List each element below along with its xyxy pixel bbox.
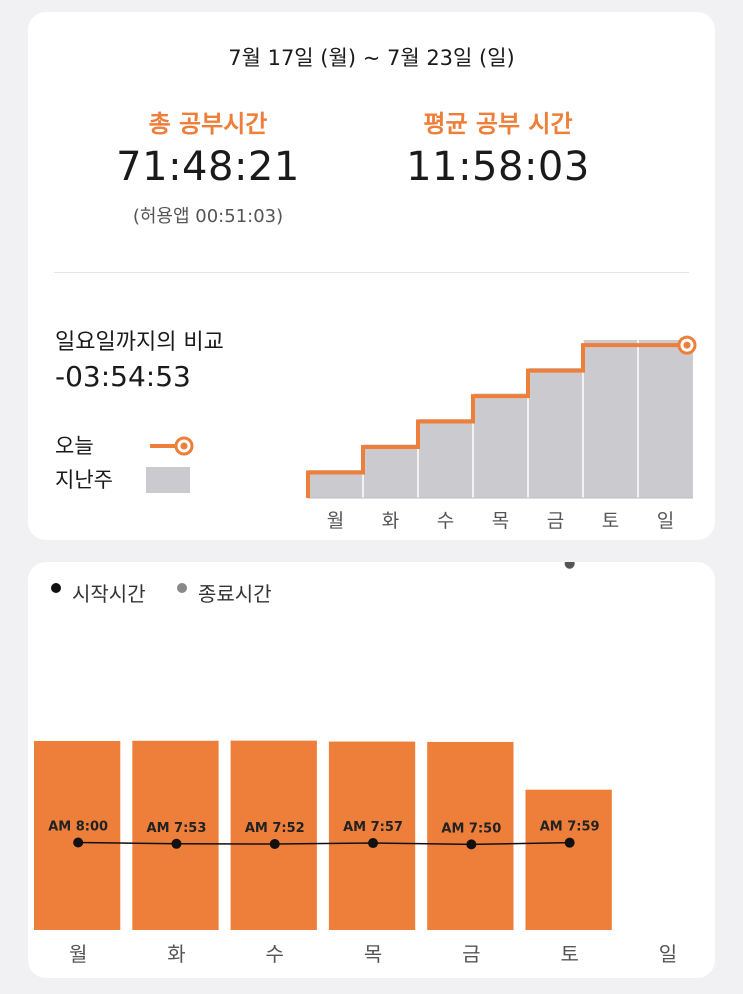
legend-today-marker (150, 436, 194, 456)
study-bar-0 (34, 741, 121, 930)
time-day-label-2: 수 (266, 942, 284, 966)
study-bar-2 (230, 740, 317, 930)
allowed-app-time: (허용앱 00:51:03) (132, 206, 284, 227)
average-study-time: 11:58:03 (406, 144, 590, 190)
day-label-0: 월 (327, 510, 344, 532)
day-label-3: 목 (492, 510, 509, 532)
day-label-6: 일 (657, 510, 674, 532)
today-marker-dot (683, 341, 691, 349)
legend-last-week-label: 지난주 (55, 468, 113, 492)
start-time-point-5 (564, 837, 575, 848)
start-time-label-1: AM 7:53 (147, 821, 207, 836)
time-day-label-1: 화 (167, 942, 185, 966)
study-bar-4 (427, 741, 514, 930)
start-time-label-5: AM 7:59 (540, 820, 600, 835)
total-study-label: 총 공부시간 (148, 110, 268, 138)
weekly-summary-card: 7월 17일 (월) ~ 7월 23일 (일) 총 공부시간 71:48:21 … (28, 12, 715, 540)
legend-today-label: 오늘 (55, 434, 94, 458)
day-label-5: 토 (602, 510, 619, 532)
day-label-4: 금 (547, 510, 564, 532)
end-time-line (564, 562, 570, 565)
time-day-label-5: 토 (560, 942, 578, 966)
end-time-point-5 (564, 562, 575, 569)
time-day-label-3: 목 (364, 942, 382, 966)
end-time-legend-dot (177, 583, 187, 593)
start-time-label-0: AM 8:00 (48, 819, 108, 834)
time-day-label-6: 일 (659, 942, 677, 966)
last-week-area (308, 340, 693, 498)
day-label-1: 화 (382, 510, 399, 532)
today-line (306, 343, 687, 498)
divider (54, 272, 689, 273)
start-end-time-chart: PM 10:19PM 10:20PM 10:21PM 10:16PM 10:14… (34, 562, 677, 966)
start-time-legend: 시작시간 (72, 582, 146, 606)
start-time-line (78, 841, 570, 846)
start-time-label-4: AM 7:50 (441, 821, 501, 836)
start-end-time-card: 시작시간 종료시간 PM 10:19PM 10:20PM 10:21PM 10:… (28, 562, 715, 978)
total-study-time: 71:48:21 (116, 144, 300, 190)
study-bar-3 (328, 741, 416, 930)
comparison-title: 일요일까지의 비교 (55, 330, 224, 355)
time-day-label-0: 월 (69, 942, 87, 966)
week-range: 7월 17일 (월) ~ 7월 23일 (일) (228, 46, 515, 70)
start-time-point-2 (269, 839, 280, 849)
time-day-label-4: 금 (462, 942, 480, 966)
start-time-point-0 (73, 837, 84, 848)
comparison-diff: -03:54:53 (55, 360, 191, 393)
study-bar-5 (525, 789, 612, 930)
average-study-label: 평균 공부 시간 (423, 110, 573, 138)
start-time-point-4 (466, 839, 477, 850)
study-bar-1 (132, 740, 219, 930)
day-label-2: 수 (437, 510, 454, 532)
start-time-label-2: AM 7:52 (245, 821, 305, 836)
start-time-point-1 (171, 838, 182, 849)
legend-last-week-swatch (146, 467, 190, 493)
start-time-legend-dot (51, 583, 61, 593)
start-time-point-3 (368, 838, 379, 849)
start-time-label-3: AM 7:57 (343, 820, 403, 835)
end-time-legend: 종료시간 (198, 582, 272, 606)
